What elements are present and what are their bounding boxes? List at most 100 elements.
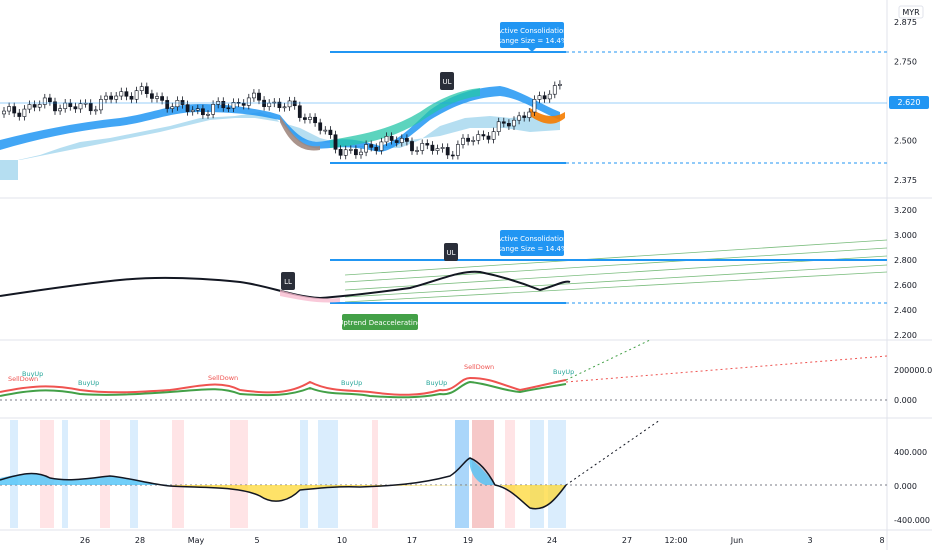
svg-text:BuyUp: BuyUp	[426, 379, 447, 387]
candle-body	[190, 109, 195, 112]
svg-text:LL: LL	[284, 278, 292, 286]
background-bands	[10, 420, 566, 528]
candle-body	[532, 99, 537, 113]
consolidation-callout[interactable]: Active Consolidation (Range Size = 14.4%…	[494, 22, 571, 52]
svg-text:SellDown: SellDown	[208, 374, 238, 382]
y-tick-label: 3.000	[894, 231, 917, 240]
candle-body	[512, 119, 516, 127]
signal-band	[100, 420, 110, 528]
svg-text:BuyUp: BuyUp	[341, 379, 362, 387]
candle-body	[486, 135, 491, 140]
price-panel-2: LL UL Active Consolidation (Range Size =…	[0, 206, 917, 340]
price-line-2	[0, 270, 571, 300]
candle-body	[53, 101, 57, 112]
y-tick-label: 2.400	[894, 306, 917, 315]
candle-body	[359, 151, 363, 156]
candle-body	[527, 111, 532, 118]
candle-body	[542, 95, 547, 100]
x-tick-label: 26	[80, 536, 90, 545]
candle-body	[364, 144, 369, 153]
candle-body	[476, 134, 481, 141]
y-tick-label: 3.200	[894, 206, 917, 215]
candle-body	[461, 137, 465, 145]
candle-body	[338, 149, 343, 156]
callout-line-2: (Range Size = 14.4%)	[494, 37, 571, 45]
candle-body	[267, 102, 272, 107]
candle-body	[547, 93, 552, 100]
price-axis-2[interactable]: 3.200 3.000 2.800 2.600 2.400 2.200	[894, 206, 917, 340]
candle-body	[109, 95, 114, 100]
consolidation-callout-2[interactable]: Active Consolidation (Range Size = 14.4%…	[494, 230, 571, 256]
candle-body	[369, 144, 374, 148]
candle-body	[119, 91, 124, 97]
x-tick-label: 28	[135, 536, 145, 545]
candle-body	[104, 95, 108, 100]
candle-body	[410, 141, 414, 152]
candle-body	[420, 143, 425, 151]
candle-body	[12, 106, 17, 114]
candle-body	[323, 129, 328, 132]
candle-body	[58, 108, 63, 112]
volume-axis[interactable]: 200000.000 0.000	[894, 366, 932, 405]
candle-body	[99, 99, 103, 111]
candle-body	[129, 95, 134, 100]
candle-body	[537, 95, 542, 100]
x-tick-label: 17	[407, 536, 417, 545]
uptrend-callout[interactable]: Uptrend Deaccelerating	[338, 314, 422, 330]
candle-body	[17, 112, 22, 117]
candle-body	[491, 131, 496, 140]
candle-body	[180, 100, 185, 105]
osc-negative-area	[170, 485, 566, 509]
candle-body	[466, 137, 471, 142]
candle-body	[343, 149, 348, 156]
svg-text:SellDown: SellDown	[464, 363, 494, 371]
candle-body	[552, 85, 557, 95]
ll-marker[interactable]: LL	[281, 272, 295, 290]
currency-badge[interactable]	[898, 5, 924, 19]
candle-body	[185, 104, 190, 112]
y-tick-label: 2.800	[894, 256, 917, 265]
candle-body	[262, 99, 267, 107]
candle-body	[195, 108, 200, 111]
candle-body	[42, 97, 47, 105]
svg-text:UL: UL	[446, 249, 455, 257]
candle-body	[78, 103, 83, 110]
candle-body	[506, 122, 511, 127]
y-tick-label: 200000.000	[894, 366, 932, 375]
callout-line-1: Active Consolidation	[496, 27, 567, 35]
bear-band	[280, 290, 340, 303]
candle-body	[517, 115, 522, 121]
candle-body	[481, 134, 486, 137]
svg-text:SellDown: SellDown	[8, 375, 38, 383]
candle-body	[175, 100, 180, 108]
y-tick-label: 2.375	[894, 176, 917, 185]
svg-text:BuyUp: BuyUp	[22, 370, 43, 378]
candle-body	[2, 110, 6, 115]
candle-body	[308, 116, 312, 120]
sell-projection	[565, 355, 888, 383]
last-price-label: 2.620	[898, 98, 921, 107]
oscillator-axis[interactable]: 400.000 0.000 -400.000	[894, 448, 930, 525]
candle-body	[160, 96, 165, 101]
signal-labels: SellDown BuyUp BuyUp SellDown BuyUp BuyU…	[8, 363, 574, 387]
ul-marker-2[interactable]: UL	[444, 243, 458, 261]
x-tick-label: 3	[807, 536, 812, 545]
candle-body	[430, 144, 435, 151]
candle-body	[139, 86, 144, 91]
signal-band	[130, 420, 138, 528]
candle-body	[425, 143, 430, 146]
ul-marker[interactable]: UL	[440, 72, 454, 90]
candle-body	[404, 138, 409, 142]
candle-body	[231, 102, 236, 109]
candle-body	[318, 122, 323, 131]
signal-band	[172, 420, 184, 528]
time-axis[interactable]: 26 28 May 5 10 17 19 24 27 12:00 Jun 3 8	[80, 536, 885, 545]
candle-body	[246, 97, 251, 106]
candle-body	[252, 92, 256, 99]
svg-text:Uptrend Deaccelerating: Uptrend Deaccelerating	[338, 319, 421, 327]
signal-band	[62, 420, 68, 528]
candle-body	[302, 117, 307, 120]
candle-body	[389, 136, 394, 141]
x-tick-label: May	[188, 536, 205, 545]
